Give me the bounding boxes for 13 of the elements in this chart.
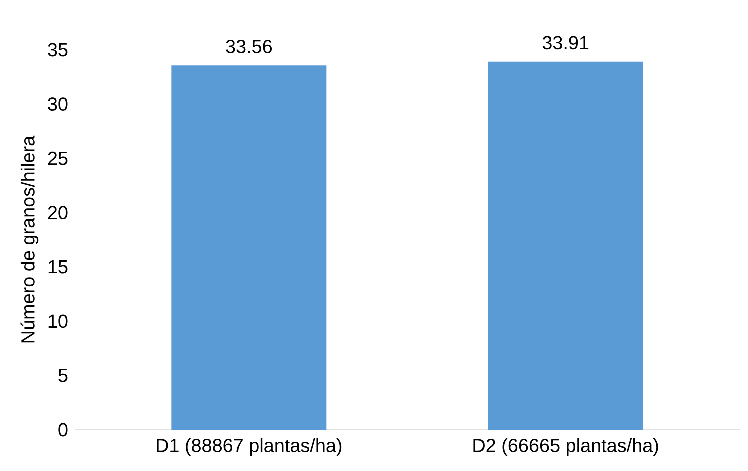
y-axis-title: Número de granos/hilera xyxy=(20,136,39,343)
data-label: 33.56 xyxy=(226,40,272,54)
y-tick-label: 15 xyxy=(48,260,68,274)
y-tick-label: 10 xyxy=(48,314,68,328)
x-tick-label: D2 (66665 plantas/ha) xyxy=(474,438,658,456)
y-tick-label: 25 xyxy=(48,152,68,166)
x-tick-label: D1 (88867 plantas/ha) xyxy=(157,438,342,456)
y-tick-label: 0 xyxy=(58,423,68,437)
y-tick-label: 35 xyxy=(48,43,68,57)
y-tick-label: 30 xyxy=(48,98,68,111)
data-label: 33.91 xyxy=(542,36,589,50)
y-tick-label: 20 xyxy=(48,206,68,220)
y-tick-label: 5 xyxy=(58,369,68,382)
